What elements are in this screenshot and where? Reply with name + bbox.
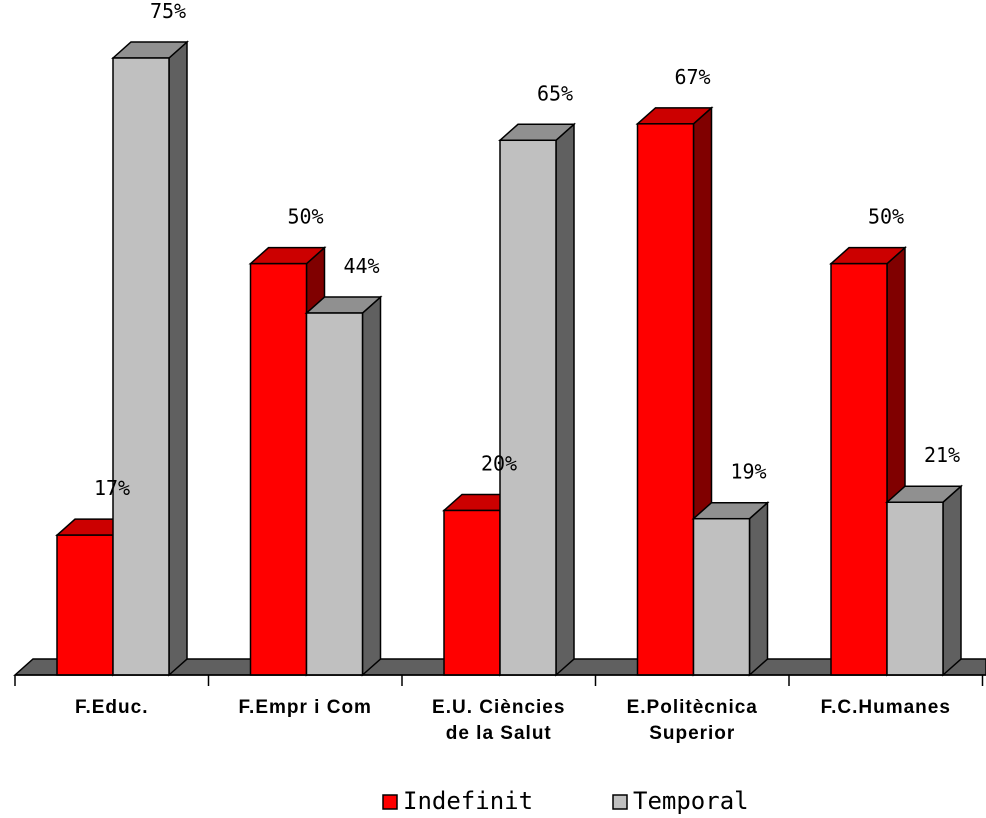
value-label-indefinit-2: 20%: [481, 451, 517, 475]
bar-front: [636, 123, 695, 676]
category-label-3: E.Politècnica: [627, 697, 758, 718]
bar-temporal-1: [304, 295, 383, 677]
bar-temporal-3: [691, 501, 770, 677]
legend-swatch-temporal: [612, 794, 628, 810]
legend-swatch-indefinit: [382, 794, 398, 810]
bar-temporal-2: [498, 122, 576, 677]
legend: Indefinit Temporal: [382, 787, 749, 815]
value-label-temporal-2: 65%: [537, 81, 573, 105]
category-label-2: de la Salut: [446, 723, 552, 744]
category-label-3: Superior: [649, 723, 735, 744]
value-label-temporal-4: 21%: [924, 443, 960, 467]
bar-front: [886, 501, 944, 676]
legend-label-temporal: Temporal: [633, 787, 749, 815]
bar-temporal-4: [885, 484, 963, 677]
value-labels-group: 17% 75% 50% 44% 20% 65% 67% 19% 50% 21%: [94, 0, 960, 500]
bar-indefinit-4: [829, 245, 907, 677]
bar-front: [112, 57, 170, 676]
bar-front: [249, 262, 308, 676]
bar-front: [56, 534, 114, 676]
value-label-temporal-0: 75%: [150, 0, 186, 23]
value-label-indefinit-3: 67%: [674, 65, 710, 89]
bar-side: [555, 122, 575, 677]
bar-front: [305, 312, 364, 676]
category-label-4: F.C.Humanes: [821, 697, 951, 718]
bars-group: [55, 40, 963, 677]
category-label-2: E.U. Ciències: [432, 697, 565, 718]
bar-front: [443, 509, 501, 676]
bar-side: [168, 40, 188, 677]
bar-front: [499, 139, 557, 676]
bar-side: [361, 295, 382, 677]
bar-front: [830, 262, 888, 676]
bar-side: [942, 484, 962, 677]
category-labels-group: F.Educ. F.Empr i Com E.U. Ciències de la Sa…: [75, 697, 951, 744]
bar-side: [748, 501, 769, 677]
value-label-indefinit-1: 50%: [287, 205, 323, 229]
value-label-temporal-3: 19%: [730, 460, 766, 484]
legend-label-indefinit: Indefinit: [403, 787, 533, 815]
value-label-temporal-1: 44%: [343, 254, 379, 278]
value-label-indefinit-0: 17%: [94, 476, 130, 500]
category-label-0: F.Educ.: [75, 697, 149, 718]
bar-temporal-0: [111, 40, 189, 677]
value-label-indefinit-4: 50%: [868, 205, 904, 229]
bar-front: [692, 517, 751, 676]
x-axis: [14, 674, 986, 686]
category-label-1: F.Empr i Com: [239, 697, 372, 718]
